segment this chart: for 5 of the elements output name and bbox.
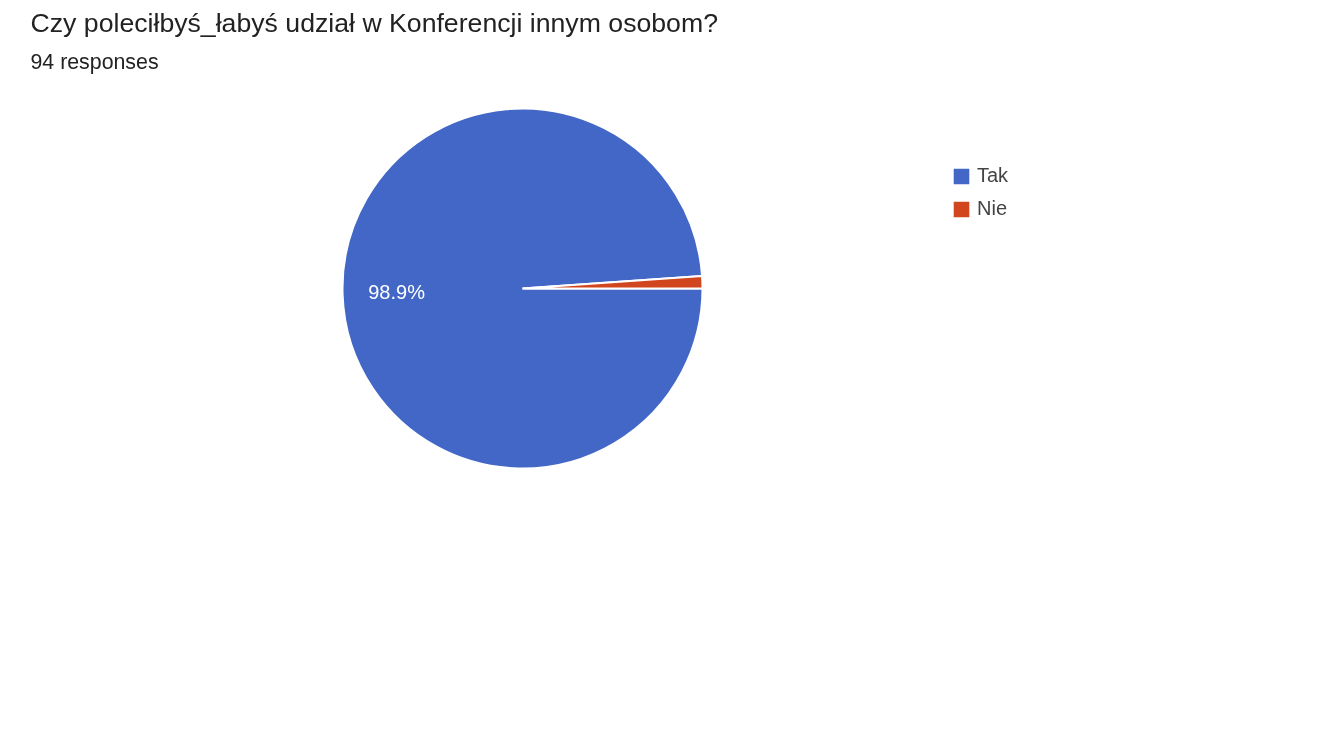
data-label: 98.9% bbox=[368, 281, 426, 304]
legend-label: Tak bbox=[977, 164, 1009, 187]
chart-title: Czy poleciłbyś_łabyś udział w Konferencji innym osobom? bbox=[30, 7, 718, 38]
text: 94 responses bbox=[30, 49, 159, 74]
legend-label: Nie bbox=[977, 197, 1008, 220]
